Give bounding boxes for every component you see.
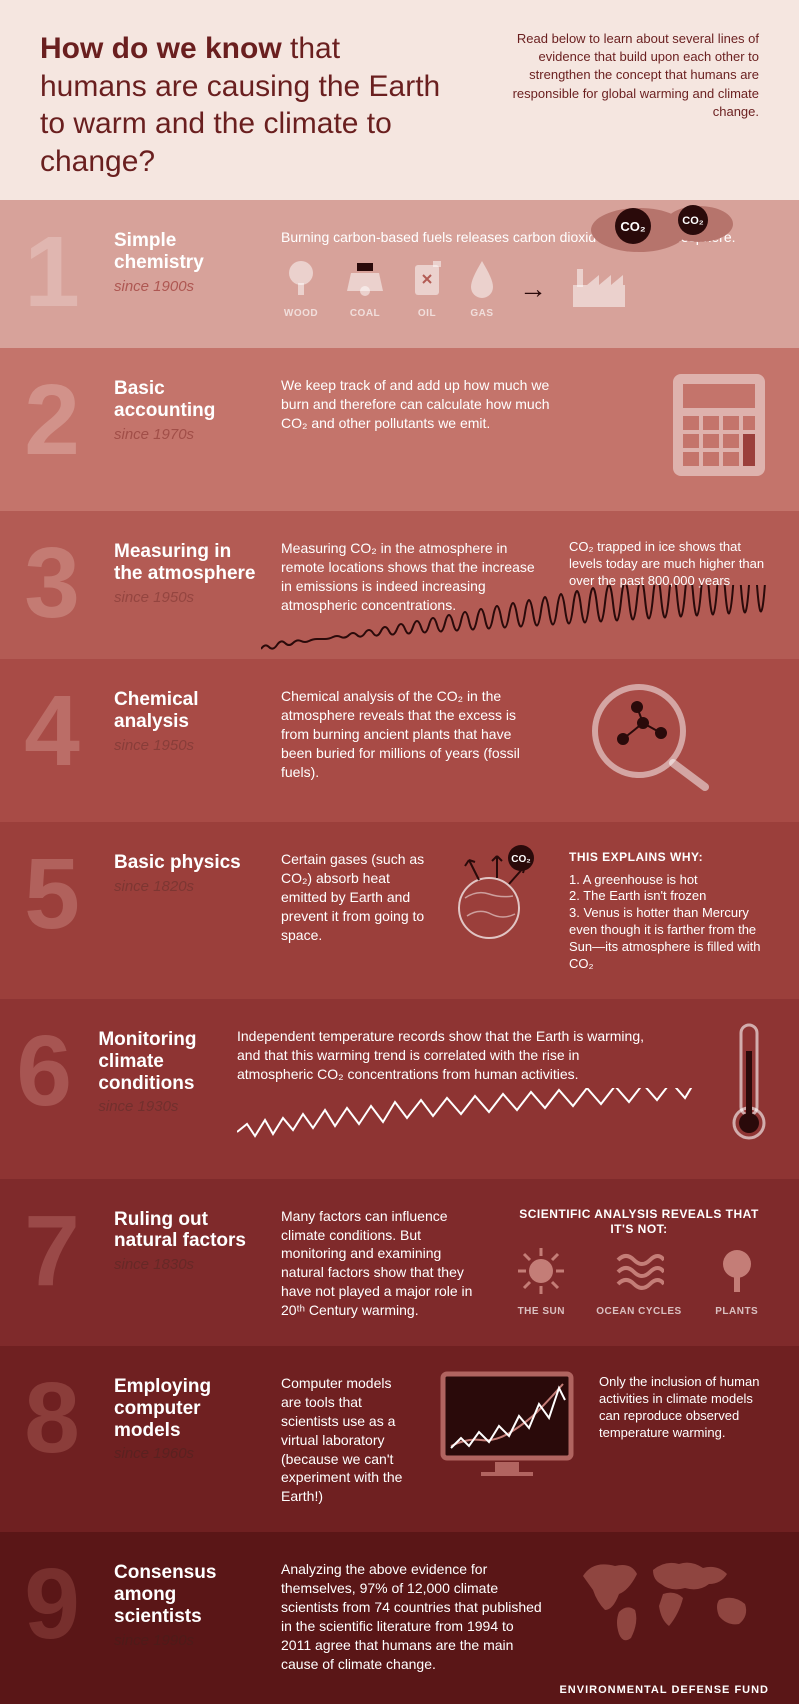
row-extra: THIS EXPLAINS WHY: 1. A greenhouse is ho…: [569, 844, 769, 973]
thermometer-icon: [729, 1021, 769, 1153]
svg-text:CO₂: CO₂: [620, 219, 646, 234]
row-title-col: Basic accounting since 1970s: [114, 370, 259, 485]
row-since: since 1900s: [114, 278, 259, 295]
row-title: Monitoring climate conditions: [98, 1029, 215, 1095]
evidence-row-1: 1 Simple chemistry since 1900s Burning c…: [0, 200, 799, 348]
row-title: Simple chemistry: [114, 230, 259, 274]
temperature-line-icon: [237, 1088, 707, 1148]
row-title-col: Simple chemistry since 1900s: [114, 222, 259, 322]
extra-heading: SCIENTIFIC ANALYSIS REVEALS THAT IT'S NO…: [509, 1207, 769, 1238]
row-since: since 1960s: [114, 1445, 259, 1462]
row-number: 7: [12, 1201, 92, 1320]
row-since: since 1950s: [114, 737, 259, 754]
evidence-row-6: 6 Monitoring climate conditions since 19…: [0, 999, 799, 1179]
row-title-col: Chemical analysis since 1950s: [114, 681, 259, 796]
page-title: How do we know that humans are causing t…: [40, 30, 441, 180]
gas-icon: GAS: [467, 259, 497, 319]
evidence-row-9: 9 Consensus among scientists since 1990s…: [0, 1532, 799, 1683]
svg-text:CO₂: CO₂: [682, 215, 704, 227]
row-since: since 1950s: [114, 589, 259, 606]
footer-credit: ENVIRONMENTAL DEFENSE FUND: [0, 1684, 799, 1704]
row-desc: Many factors can influence climate condi…: [281, 1201, 487, 1320]
row-title: Ruling out natural factors: [114, 1209, 259, 1253]
row-extra: SCIENTIFIC ANALYSIS REVEALS THAT IT'S NO…: [509, 1201, 769, 1320]
monitor-chart-icon: [437, 1368, 577, 1506]
sun-icon: THE SUN: [516, 1246, 566, 1318]
row-since: since 1930s: [98, 1098, 215, 1115]
factory-icon: [569, 263, 629, 314]
evidence-row-8: 8 Employing computer models since 1960s …: [0, 1346, 799, 1532]
row-desc: Chemical analysis of the CO₂ in the atmo…: [281, 681, 531, 796]
row-title: Basic accounting: [114, 378, 259, 422]
row-title: Consensus among scientists: [114, 1562, 259, 1628]
row-number: 8: [12, 1368, 92, 1506]
svg-text:CO₂: CO₂: [511, 854, 530, 865]
plants-icon: PLANTS: [712, 1246, 762, 1318]
row-number: 6: [12, 1021, 76, 1153]
row-title: Chemical analysis: [114, 689, 259, 733]
extra-heading: THIS EXPLAINS WHY:: [569, 850, 769, 866]
evidence-row-2: 2 Basic accounting since 1970s We keep t…: [0, 348, 799, 511]
evidence-row-4: 4 Chemical analysis since 1950s Chemical…: [0, 659, 799, 822]
co2-cloud-icon: CO₂ CO₂: [589, 198, 739, 263]
row-since: since 1820s: [114, 878, 259, 895]
world-map-icon: [569, 1554, 769, 1673]
row-title: Basic physics: [114, 852, 259, 874]
row-number: 3: [12, 533, 92, 633]
header: How do we know that humans are causing t…: [0, 0, 799, 200]
row-desc: Analyzing the above evidence for themsel…: [281, 1554, 547, 1673]
row-desc: Computer models are tools that scientist…: [281, 1368, 415, 1506]
evidence-row-7: 7 Ruling out natural factors since 1830s…: [0, 1179, 799, 1346]
row-number: 5: [12, 844, 92, 973]
row-number: 4: [12, 681, 92, 796]
title-bold: How do we know: [40, 32, 282, 65]
row-number: 9: [12, 1554, 92, 1673]
row-desc: We keep track of and add up how much we …: [281, 370, 571, 485]
row-title: Employing computer models: [114, 1376, 259, 1442]
row-desc: Independent temperature records show tha…: [237, 1021, 657, 1084]
extra-item: 1. A greenhouse is hot: [569, 872, 769, 889]
ocean-icon: OCEAN CYCLES: [596, 1246, 681, 1318]
evidence-row-5: 5 Basic physics since 1820s Certain gase…: [0, 822, 799, 999]
evidence-row-3: 3 Measuring in the atmosphere since 1950…: [0, 511, 799, 659]
earth-co2-icon: CO₂: [447, 844, 547, 973]
page-subtitle: Read below to learn about several lines …: [481, 30, 759, 180]
row-title-col: Measuring in the atmosphere since 1950s: [114, 533, 259, 633]
row-number: 1: [12, 222, 92, 322]
row-since: since 1970s: [114, 426, 259, 443]
oil-icon: OIL: [409, 259, 445, 319]
extra-item: 3. Venus is hotter than Mercury even tho…: [569, 905, 769, 973]
wood-icon: WOOD: [281, 259, 321, 319]
magnifier-molecule-icon: [583, 681, 713, 796]
row-extra: Only the inclusion of human activities i…: [599, 1368, 769, 1506]
row-since: since 1830s: [114, 1256, 259, 1273]
row-title-col: Monitoring climate conditions since 1930…: [98, 1021, 215, 1153]
calculator-icon: [669, 370, 769, 485]
coal-icon: COAL: [343, 259, 387, 319]
row-title-col: Basic physics since 1820s: [114, 844, 259, 973]
keeling-curve-icon: [261, 585, 781, 655]
row-title-col: Employing computer models since 1960s: [114, 1368, 259, 1506]
row-desc: Certain gases (such as CO₂) absorb heat …: [281, 844, 425, 973]
arrow-icon: →: [519, 273, 547, 305]
extra-item: 2. The Earth isn't frozen: [569, 888, 769, 905]
infographic-container: How do we know that humans are causing t…: [0, 0, 799, 1704]
row-since: since 1990s: [114, 1632, 259, 1649]
row-title: Measuring in the atmosphere: [114, 541, 259, 585]
row-title-col: Ruling out natural factors since 1830s: [114, 1201, 259, 1320]
row-title-col: Consensus among scientists since 1990s: [114, 1554, 259, 1673]
row-number: 2: [12, 370, 92, 485]
